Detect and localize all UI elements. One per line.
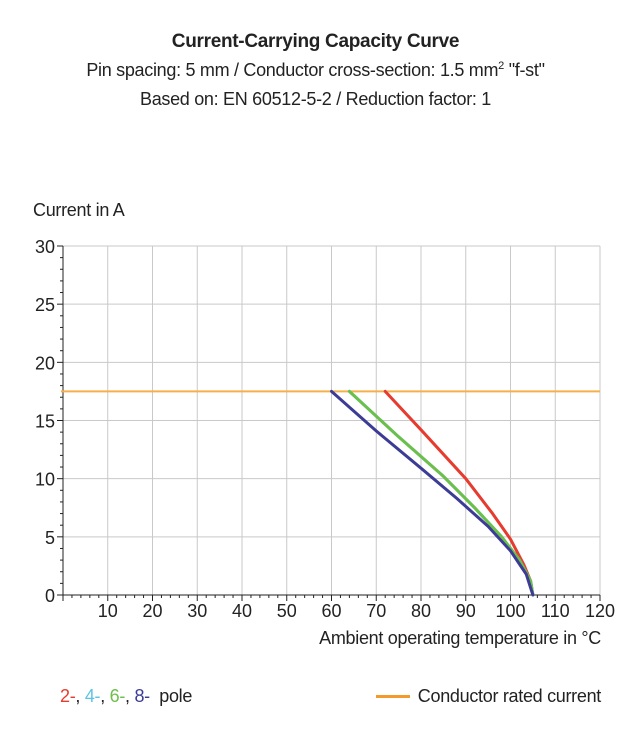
chart-title: Current-Carrying Capacity Curve	[171, 31, 460, 52]
series-line-8-pole	[330, 389, 535, 597]
y-tick-label: 15	[35, 412, 55, 432]
x-tick-label: 60	[321, 601, 341, 621]
legend-poles: 2-, 4-, 6-, 8- pole	[60, 686, 192, 707]
x-tick-label: 70	[366, 601, 386, 621]
y-tick-label: 20	[35, 353, 55, 373]
series-line-6-pole	[347, 389, 535, 597]
legend-pole-2: 2-	[60, 686, 76, 706]
y-tick-label: 5	[45, 528, 55, 548]
legend-pole-6: 6-	[109, 686, 126, 706]
legend-separator: ,	[125, 686, 135, 706]
x-tick-label: 80	[411, 601, 431, 621]
legend-rated-label: Conductor rated current	[417, 686, 602, 706]
legend-rated: Conductor rated current	[375, 686, 602, 707]
title-block: Current-Carrying Capacity Curve Pin spac…	[0, 28, 631, 114]
subtitle-1-superscript: 2	[498, 60, 504, 72]
x-tick-label: 110	[541, 601, 570, 621]
x-tick-label: 10	[98, 601, 118, 621]
x-tick-label: 90	[456, 601, 476, 621]
x-tick-label: 30	[187, 601, 207, 621]
y-axis-label: Current in A	[33, 200, 125, 220]
legend-pole-suffix: pole	[149, 686, 193, 706]
legend-pole-8: 8-	[134, 686, 150, 706]
x-tick-label: 50	[277, 601, 297, 621]
x-tick-label: 20	[142, 601, 162, 621]
x-tick-label: 120	[585, 601, 615, 621]
x-tick-label: 100	[495, 601, 525, 621]
x-axis-label: Ambient operating temperature in °C	[319, 628, 601, 648]
series-line-4-pole	[347, 389, 535, 597]
chart-subtitle-1: Pin spacing: 5 mm / Conductor cross-sect…	[0, 56, 631, 85]
y-tick-label: 0	[45, 586, 55, 606]
x-tick-label: 40	[232, 601, 252, 621]
chart-subtitle-2: Based on: EN 60512-5-2 / Reduction facto…	[139, 89, 492, 109]
legend-separator: ,	[75, 686, 85, 706]
legend-separator: ,	[100, 686, 110, 706]
y-tick-label: 10	[35, 470, 55, 490]
legend-rated-swatch	[375, 695, 410, 698]
subtitle-1-text: Pin spacing: 5 mm / Conductor cross-sect…	[86, 60, 499, 80]
y-tick-label: 30	[35, 237, 55, 257]
subtitle-1-suffix: "f-st"	[504, 60, 545, 80]
legend-pole-4: 4-	[84, 686, 101, 706]
y-tick-label: 25	[35, 295, 55, 315]
